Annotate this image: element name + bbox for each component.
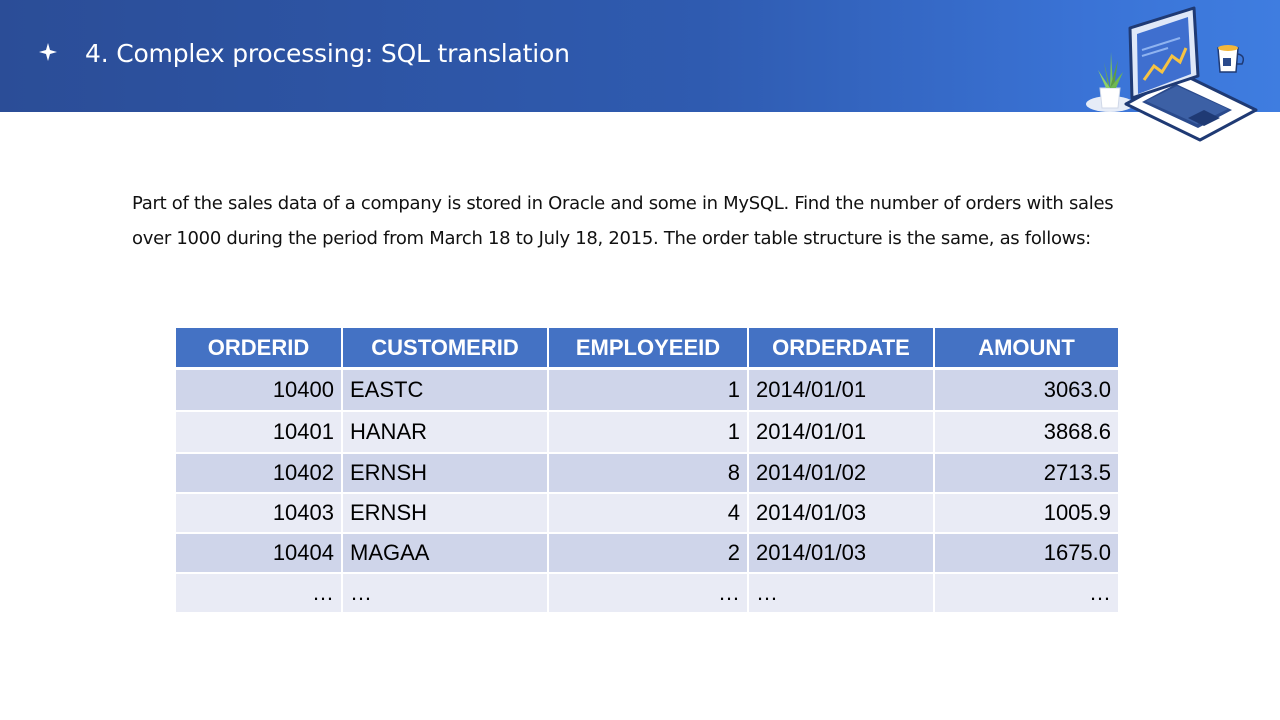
column-header-employeeid: EMPLOYEEID: [548, 328, 749, 370]
cell-orderid: 10404: [176, 532, 343, 574]
cell-amount: 1675.0: [934, 532, 1120, 574]
cell-customerid: ERNSH: [342, 492, 549, 534]
cell-orderdate: 2014/01/03: [748, 492, 935, 534]
table-header-row: ORDERID CUSTOMERID EMPLOYEEID ORDERDATE …: [176, 328, 1120, 370]
cell-amount: 3868.6: [934, 410, 1120, 454]
cell-employeeid: 1: [548, 368, 749, 412]
cell-employeeid: 2: [548, 532, 749, 574]
column-header-orderid: ORDERID: [176, 328, 343, 370]
cell-orderid: …: [176, 572, 343, 614]
intro-line: Part of the sales data of a company is s…: [132, 193, 1114, 214]
cell-customerid: ERNSH: [342, 452, 549, 494]
cell-orderid: 10400: [176, 368, 343, 412]
cell-customerid: MAGAA: [342, 532, 549, 574]
cell-employeeid: …: [548, 572, 749, 614]
cell-orderid: 10403: [176, 492, 343, 534]
cell-orderid: 10401: [176, 410, 343, 454]
table-row: 10402 ERNSH 8 2014/01/02 2713.5: [176, 452, 1120, 494]
cell-employeeid: 1: [548, 410, 749, 454]
table-row: 10400 EASTC 1 2014/01/01 3063.0: [176, 368, 1120, 412]
table-row: 10401 HANAR 1 2014/01/01 3868.6: [176, 410, 1120, 454]
table-row: 10403 ERNSH 4 2014/01/03 1005.9: [176, 492, 1120, 534]
table-row: … … … … …: [176, 572, 1120, 614]
cell-orderdate: 2014/01/01: [748, 368, 935, 412]
title-banner: 4. Complex processing: SQL translation: [0, 0, 1280, 142]
cell-customerid: HANAR: [342, 410, 549, 454]
four-point-star-icon: [38, 42, 58, 62]
cell-orderdate: 2014/01/01: [748, 410, 935, 454]
cell-amount: 2713.5: [934, 452, 1120, 494]
cell-orderdate: …: [748, 572, 935, 614]
orders-table: ORDERID CUSTOMERID EMPLOYEEID ORDERDATE …: [176, 328, 1120, 614]
table-row: 10404 MAGAA 2 2014/01/03 1675.0: [176, 532, 1120, 574]
column-header-amount: AMOUNT: [934, 328, 1120, 370]
intro-paragraph: Part of the sales data of a company is s…: [132, 186, 1172, 256]
intro-line: over 1000 during the period from March 1…: [132, 228, 1091, 249]
cell-customerid: …: [342, 572, 549, 614]
cell-orderdate: 2014/01/02: [748, 452, 935, 494]
cell-amount: …: [934, 572, 1120, 614]
column-header-customerid: CUSTOMERID: [342, 328, 549, 370]
cell-amount: 1005.9: [934, 492, 1120, 534]
cell-orderid: 10402: [176, 452, 343, 494]
column-header-orderdate: ORDERDATE: [748, 328, 935, 370]
cell-customerid: EASTC: [342, 368, 549, 412]
cell-orderdate: 2014/01/03: [748, 532, 935, 574]
laptop-analytics-illustration: [1086, 6, 1258, 142]
cell-employeeid: 8: [548, 452, 749, 494]
page-title: 4. Complex processing: SQL translation: [85, 39, 570, 68]
cell-amount: 3063.0: [934, 368, 1120, 412]
cell-employeeid: 4: [548, 492, 749, 534]
